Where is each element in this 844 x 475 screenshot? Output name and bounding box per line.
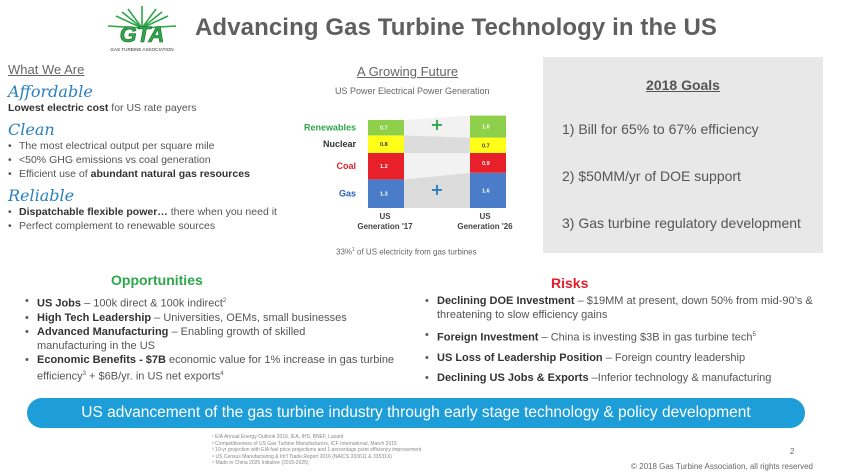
bar-renewables-0 [368, 120, 404, 136]
copyright: © 2018 Gas Turbine Association, all righ… [631, 462, 813, 471]
affordable-rest: for US rate payers [108, 102, 197, 114]
gta-logo: GTA GAS TURBINE ASSOCIATION [107, 6, 177, 52]
list-item: The most electrical output per square mi… [8, 139, 328, 153]
chart-subtitle: US Power Electrical Power Generation [335, 86, 490, 96]
bar-gas-1 [470, 172, 506, 208]
what-we-are-heading: What We Are [8, 62, 85, 77]
data-label: 0.7 [482, 143, 490, 149]
bar-coal-1 [470, 153, 506, 173]
risks-title: Risks [551, 275, 589, 291]
bar-renewables-1 [470, 115, 506, 138]
growth-plus-icon: + [430, 180, 443, 199]
goal-item: 1) Bill for 65% to 67% efficiency [562, 121, 759, 137]
list-item: US Jobs – 100k direct & 100k indirect2 [25, 294, 395, 311]
data-label: 0.7 [380, 126, 388, 132]
goal-item: 3) Gas turbine regulatory development [562, 215, 801, 231]
chart-title: A Growing Future [357, 64, 459, 79]
clean-heading: Clean [8, 120, 55, 139]
reference-item: ¹ EIA Annual Energy Outlook 2016, IEA, I… [212, 434, 344, 440]
goal-item: 2) $50MM/yr of DOE support [562, 168, 741, 184]
list-item: Efficient use of abundant natural gas re… [8, 167, 328, 181]
list-item: Perfect complement to renewable sources [8, 219, 328, 233]
bar-nuclear-0 [368, 135, 404, 153]
risks-list: Declining DOE Investment – $19MM at pres… [425, 294, 825, 391]
reference-item: ³ 10-yr projection with EIA fuel price p… [212, 447, 422, 453]
reliable-list: Dispatchable flexible power… there when … [8, 205, 328, 233]
legend-renewables: Renewables [304, 123, 356, 133]
bar-coal-0 [368, 153, 404, 180]
chart-footnote: 33%1 of US electricity from gas turbines [336, 247, 477, 257]
reference-item: ⁴ US Census Manufacturing & Int’l Trade … [212, 453, 392, 460]
list-item: US Loss of Leadership Position – Foreign… [425, 351, 825, 365]
opportunities-title: Opportunities [111, 272, 203, 288]
affordable-heading: Affordable [8, 82, 93, 101]
reference-item: ² Competitiveness of US Gas Turbine Manu… [212, 440, 397, 447]
data-label: 0.8 [380, 142, 388, 148]
page-number: 2 [790, 447, 795, 456]
list-item: High Tech Leadership – Universities, OEM… [25, 311, 395, 325]
bar-nuclear-1 [470, 137, 506, 153]
list-item: Dispatchable flexible power… there when … [8, 205, 328, 219]
goals-panel: 2018 Goals 1) Bill for 65% to 67% effici… [543, 57, 823, 253]
header: GTA GAS TURBINE ASSOCIATION Advancing Ga… [0, 0, 844, 60]
category-label: US [379, 212, 391, 221]
connector-band [404, 115, 470, 138]
list-item: Declining DOE Investment – $19MM at pres… [425, 294, 825, 322]
mission-banner: US advancement of the gas turbine indust… [27, 398, 805, 428]
what-we-are-section: What We Are Affordable Lowest electric c… [8, 62, 328, 233]
data-label: 1.0 [482, 125, 490, 131]
clean-list: The most electrical output per square mi… [8, 139, 328, 181]
logo-subtext: GAS TURBINE ASSOCIATION [110, 47, 173, 52]
list-item: Advanced Manufacturing – Enabling growth… [25, 325, 395, 353]
connector-band [404, 153, 470, 180]
reference-item: ⁵ Made in China 2025 Initiative (2015-20… [212, 460, 309, 466]
affordable-text: Lowest electric cost for US rate payers [8, 101, 328, 115]
legend-nuclear: Nuclear [323, 139, 357, 149]
reliable-heading: Reliable [8, 186, 75, 205]
data-label: 1.3 [380, 192, 388, 198]
category-label: US [479, 212, 491, 221]
category-label: Generation '26 [457, 222, 513, 231]
logo-text: GTA [120, 22, 165, 47]
page-title: Advancing Gas Turbine Technology in the … [195, 14, 718, 41]
data-label: 1.6 [482, 188, 490, 194]
opportunities-list: US Jobs – 100k direct & 100k indirect2 H… [25, 294, 395, 383]
legend-gas: Gas [339, 189, 356, 199]
growth-plus-icon: + [430, 115, 443, 134]
affordable-bold: Lowest electric cost [8, 102, 109, 114]
connector-band [404, 172, 470, 208]
references: ¹ EIA Annual Energy Outlook 2016, IEA, I… [212, 434, 421, 467]
legend-coal: Coal [336, 161, 356, 171]
list-item: Economic Benefits - $7B economic value f… [25, 353, 395, 384]
list-item: <50% GHG emissions vs coal generation [8, 153, 328, 167]
data-label: 1.2 [380, 164, 388, 170]
data-label: 0.9 [482, 161, 490, 167]
list-item: Declining US Jobs & Exports –Inferior te… [425, 371, 825, 385]
category-label: Generation '17 [357, 222, 413, 231]
bar-gas-0 [368, 179, 404, 208]
list-item: Foreign Investment – China is investing … [425, 328, 825, 345]
connector-band [404, 135, 470, 153]
goals-title: 2018 Goals [646, 77, 720, 93]
